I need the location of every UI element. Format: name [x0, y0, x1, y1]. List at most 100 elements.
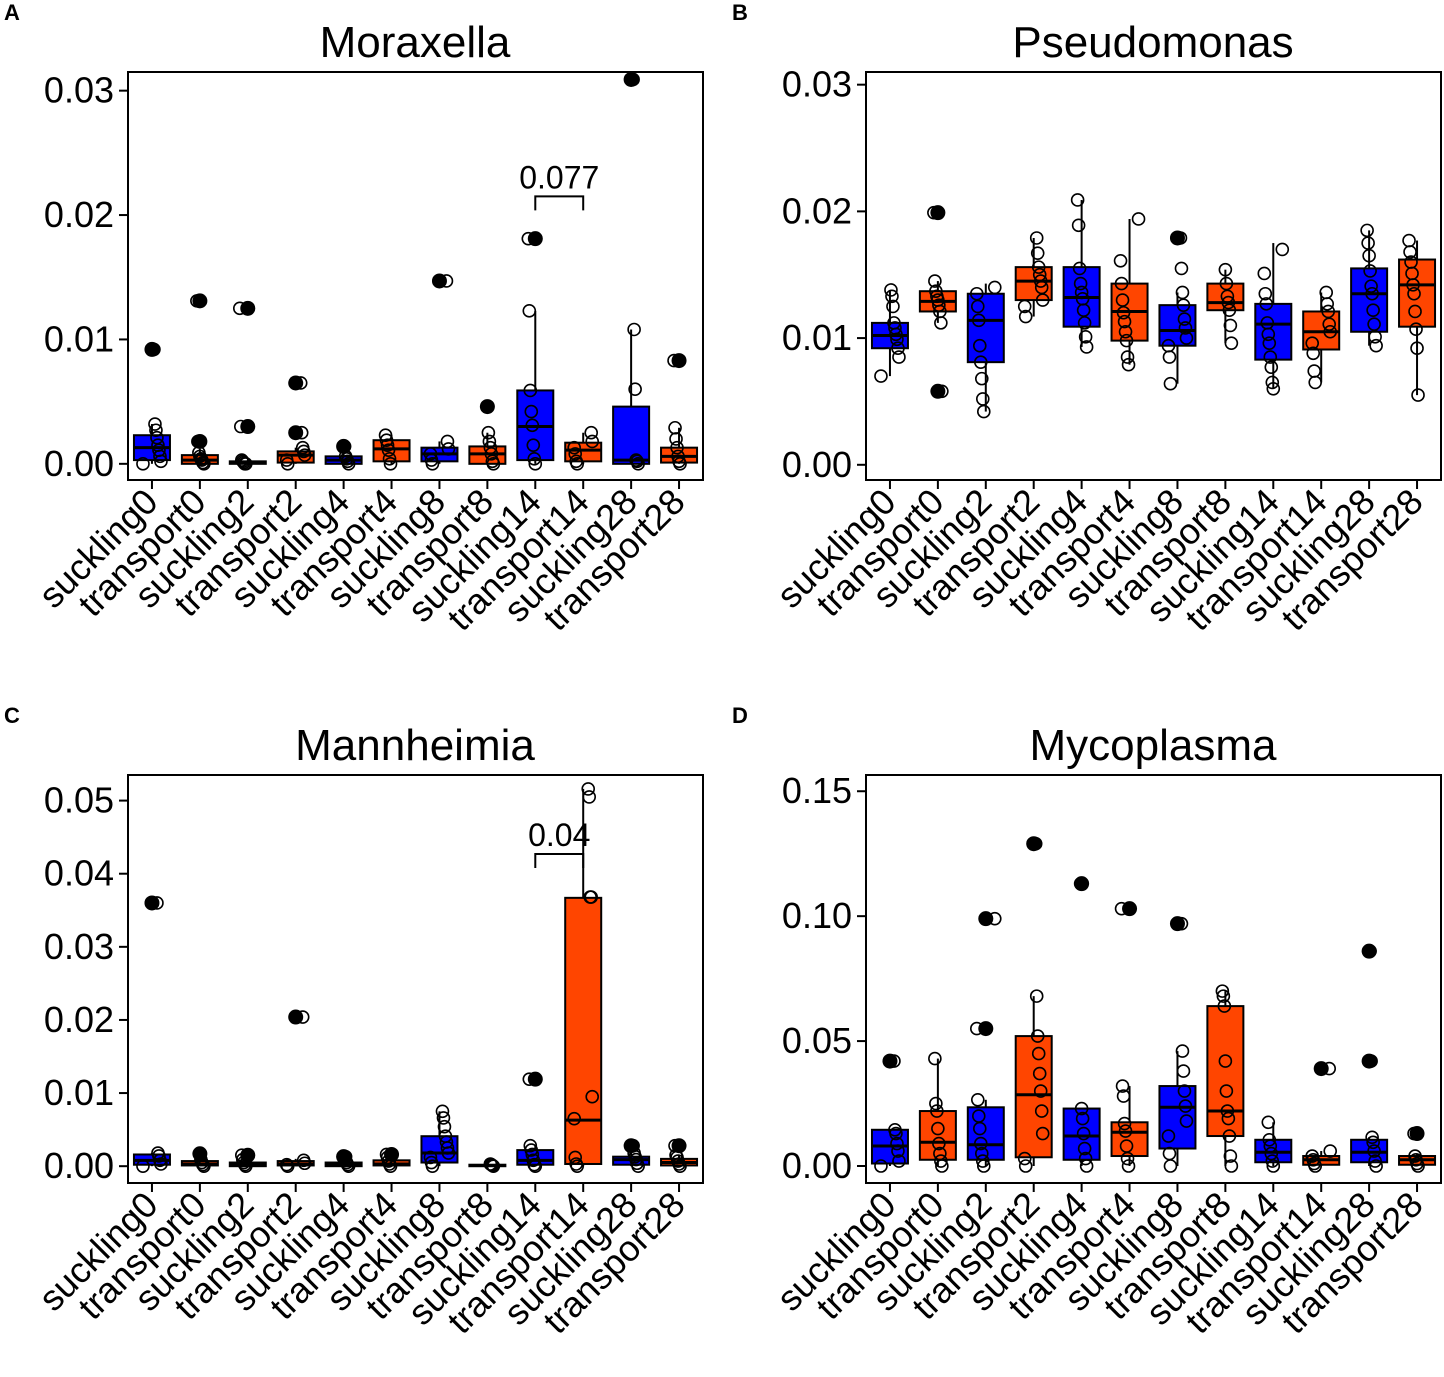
data-point [522, 1072, 537, 1086]
data-point [380, 438, 395, 452]
data-point [1035, 1126, 1050, 1141]
box-transport4 [372, 428, 411, 471]
data-point [567, 440, 582, 455]
data-point [1161, 1129, 1176, 1143]
y-tick-label: 0.00 [44, 1145, 114, 1186]
plot-frame-a [127, 71, 704, 481]
data-point [190, 294, 204, 308]
data-point [1078, 330, 1093, 344]
y-tick-label: 0.03 [44, 926, 114, 967]
data-point [1075, 292, 1090, 306]
data-point [1115, 293, 1130, 307]
data-point [1114, 276, 1129, 291]
box-transport28 [660, 1138, 699, 1173]
data-point [1364, 279, 1378, 293]
data-point [973, 1136, 988, 1151]
data-point [971, 313, 986, 328]
data-point [1265, 375, 1280, 390]
data-point [1076, 1126, 1091, 1141]
data-point [1174, 916, 1189, 931]
data-point [1034, 1104, 1049, 1118]
data-point [1222, 1129, 1237, 1143]
data-point [888, 1122, 902, 1137]
p-value-label: 0.04 [528, 817, 590, 853]
data-point [626, 1138, 640, 1153]
data-point [670, 440, 684, 455]
panel-a: A Moraxella 0.000.010.020.03suckling0tra… [4, 0, 704, 638]
outlier-point [240, 419, 256, 435]
data-point [1031, 1046, 1046, 1061]
outlier-point [930, 205, 946, 221]
panel-c: C Mannheimia 0.000.010.020.030.040.05suc… [4, 703, 704, 1341]
data-point [1033, 274, 1048, 288]
data-point [884, 283, 898, 297]
data-point [1034, 280, 1049, 295]
data-point [279, 453, 294, 467]
outlier-point [1361, 1053, 1377, 1069]
data-point [1224, 1159, 1239, 1173]
data-point [1175, 1044, 1190, 1058]
data-point [1173, 231, 1188, 245]
data-point [668, 1138, 682, 1153]
data-point [1033, 1084, 1048, 1098]
box-body [1206, 1005, 1245, 1138]
data-point [1257, 266, 1272, 281]
outlier-point [144, 895, 160, 911]
data-point [1223, 1149, 1238, 1163]
data-point [483, 440, 498, 455]
data-point [1075, 1111, 1090, 1126]
data-point [1275, 242, 1290, 257]
box-suckling8 [420, 273, 459, 471]
data-point [581, 782, 596, 796]
data-point [437, 1119, 452, 1134]
data-point [1363, 264, 1377, 278]
data-point [381, 443, 396, 457]
data-point [526, 1153, 541, 1168]
data-point [1177, 312, 1192, 326]
data-point [1028, 836, 1043, 851]
box-transport8 [1206, 984, 1245, 1173]
data-point [892, 1154, 906, 1168]
box-transport14 [564, 782, 603, 1173]
panel-title-d: Mycoplasma [1030, 721, 1277, 770]
data-point [891, 1144, 905, 1158]
data-point [522, 304, 537, 318]
box-body [1158, 1085, 1197, 1150]
box-suckling0 [870, 1053, 909, 1173]
outlier-point [288, 375, 304, 391]
data-point [627, 1146, 641, 1160]
data-point [1030, 1029, 1045, 1043]
data-point [1369, 338, 1383, 353]
significance-bracket: 0.04 [528, 817, 590, 868]
data-point [1072, 261, 1087, 276]
p-value-label: 0.077 [519, 159, 599, 195]
data-point [1263, 1139, 1278, 1153]
box-suckling4 [324, 438, 363, 471]
data-point [1321, 304, 1336, 319]
box-suckling8 [420, 1104, 459, 1173]
data-point [1319, 285, 1334, 300]
data-point [928, 274, 942, 288]
data-point [296, 1153, 311, 1168]
data-point [874, 369, 888, 383]
data-point [382, 452, 397, 466]
box-suckling28 [612, 1138, 651, 1173]
data-point [928, 1051, 942, 1066]
data-point [629, 453, 643, 467]
data-point [630, 454, 644, 469]
data-point [1115, 1079, 1130, 1093]
data-point [439, 274, 454, 288]
data-point [293, 376, 308, 390]
data-point [1029, 989, 1044, 1003]
data-point [1119, 1139, 1134, 1153]
box-transport8 [468, 399, 507, 471]
data-point [887, 316, 901, 330]
data-point [236, 455, 251, 470]
y-tick-label: 0.04 [44, 853, 114, 894]
panel-letter-a: A [4, 0, 20, 25]
data-point [1215, 984, 1230, 998]
data-point [1117, 314, 1132, 329]
data-point [526, 438, 541, 452]
data-point [1032, 267, 1047, 282]
